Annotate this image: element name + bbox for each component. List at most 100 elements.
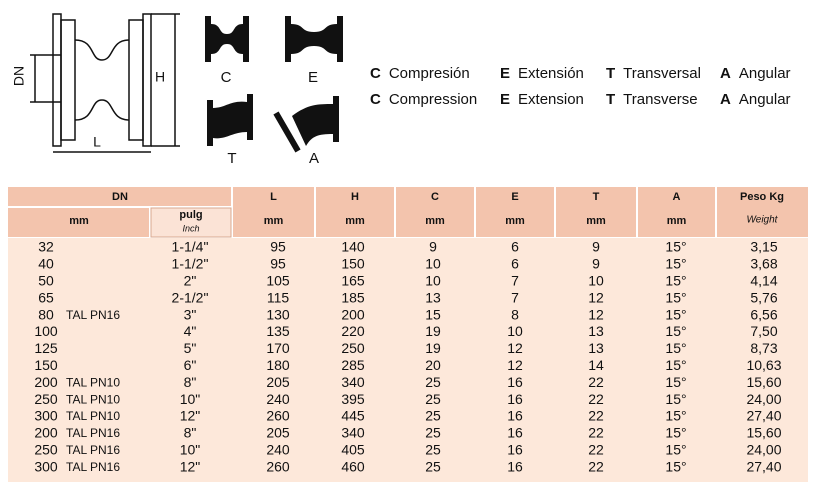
header-label: E: [511, 191, 518, 203]
legend-word: Extension: [518, 91, 584, 108]
cell: 185: [341, 289, 365, 305]
cell-weight: 27,40: [746, 408, 781, 424]
cell-note: TAL PN10: [66, 409, 120, 423]
l-label: L: [93, 134, 101, 150]
cell: 340: [341, 374, 365, 390]
cell-pulg: 3": [184, 306, 197, 322]
legend-word: Angular: [739, 65, 791, 82]
cell-weight: 15,60: [746, 425, 781, 441]
header-sub: Weight: [747, 215, 779, 226]
header-label: L: [270, 191, 277, 203]
legend-entry: T Transversal: [606, 65, 701, 82]
header-label: C: [431, 191, 439, 203]
cell: 9: [429, 239, 437, 255]
cell-weight: 10,63: [746, 357, 781, 373]
cell: 12: [588, 289, 604, 305]
header-label: DN: [112, 191, 128, 203]
legend-letter: C: [370, 91, 381, 108]
cell-pulg: 1-1/2": [172, 256, 209, 272]
cell-note: TAL PN16: [66, 443, 120, 457]
cell: 15°: [665, 256, 686, 272]
header-label: A: [673, 191, 681, 203]
cell-pulg: 12": [180, 408, 201, 424]
cell-pulg: 8": [184, 374, 197, 390]
cell-weight: 15,60: [746, 374, 781, 390]
legend-word: Extensión: [518, 65, 584, 82]
cell-weight: 7,50: [750, 323, 777, 339]
cell: 105: [266, 273, 290, 289]
cell: 165: [341, 273, 365, 289]
cell: 15°: [665, 306, 686, 322]
e-label: E: [308, 69, 318, 86]
cell: 7: [511, 273, 519, 289]
cell: 13: [588, 340, 604, 356]
cell-dn: 250: [34, 391, 58, 407]
cell: 240: [266, 442, 290, 458]
h-label: H: [155, 69, 165, 85]
cell: 16: [507, 458, 523, 474]
cell: 460: [341, 458, 365, 474]
cell: 19: [425, 323, 441, 339]
cell: 22: [588, 458, 604, 474]
cell-note: TAL PN16: [66, 308, 120, 322]
header-unit: mm: [345, 215, 365, 227]
cell: 15°: [665, 357, 686, 373]
cell: 22: [588, 374, 604, 390]
dn-label: DN: [11, 66, 27, 86]
cell: 405: [341, 442, 365, 458]
cell: 16: [507, 374, 523, 390]
cell: 25: [425, 425, 441, 441]
cell: 150: [341, 256, 365, 272]
cell-dn: 65: [38, 289, 54, 305]
cell-dn: 40: [38, 256, 54, 272]
cell-weight: 24,00: [746, 391, 781, 407]
cell: 20: [425, 357, 441, 373]
cell: 135: [266, 323, 290, 339]
cell: 140: [341, 239, 365, 255]
cell: 250: [341, 340, 365, 356]
cell: 25: [425, 374, 441, 390]
cell: 12: [507, 340, 523, 356]
cell-dn: 80: [38, 306, 54, 322]
cell: 15°: [665, 458, 686, 474]
cell-dn: 50: [38, 273, 54, 289]
cell-weight: 4,14: [750, 273, 777, 289]
cell-note: TAL PN10: [66, 392, 120, 406]
cell-pulg: 5": [184, 340, 197, 356]
cell-dn: 200: [34, 374, 58, 390]
c-label: C: [221, 69, 232, 86]
movement-icons: [205, 16, 343, 153]
cell: 15: [425, 306, 441, 322]
table-body-bg: [8, 238, 808, 482]
cell-pulg: 12": [180, 458, 201, 474]
legend-entry: A Angular: [720, 65, 791, 82]
legend-entry: A Angular: [720, 91, 791, 108]
legend-letter: T: [606, 91, 615, 108]
t-label: T: [227, 150, 236, 167]
header-sub: Inch: [182, 223, 199, 233]
header-unit: mm: [667, 215, 687, 227]
cell-weight: 27,40: [746, 458, 781, 474]
cell-pulg: 8": [184, 425, 197, 441]
legend-word: Transverse: [623, 91, 697, 108]
cell: 95: [270, 256, 286, 272]
cell: 200: [341, 306, 365, 322]
cell: 12: [507, 357, 523, 373]
cell: 22: [588, 408, 604, 424]
header-unit: mm: [69, 215, 89, 227]
cell: 9: [592, 256, 600, 272]
cell-pulg: 6": [184, 357, 197, 373]
cell: 6: [511, 256, 519, 272]
cell-dn: 300: [34, 458, 58, 474]
cell: 15°: [665, 323, 686, 339]
legend-entry: T Transverse: [606, 91, 698, 108]
header-unit: mm: [264, 215, 284, 227]
cell-weight: 3,15: [750, 239, 777, 255]
cell: 170: [266, 340, 290, 356]
cell: 6: [511, 239, 519, 255]
header-label: Peso Kg: [740, 191, 784, 203]
cell: 13: [588, 323, 604, 339]
cell-pulg: 10": [180, 391, 201, 407]
cell: 260: [266, 458, 290, 474]
cell-pulg: 1-1/4": [172, 239, 209, 255]
